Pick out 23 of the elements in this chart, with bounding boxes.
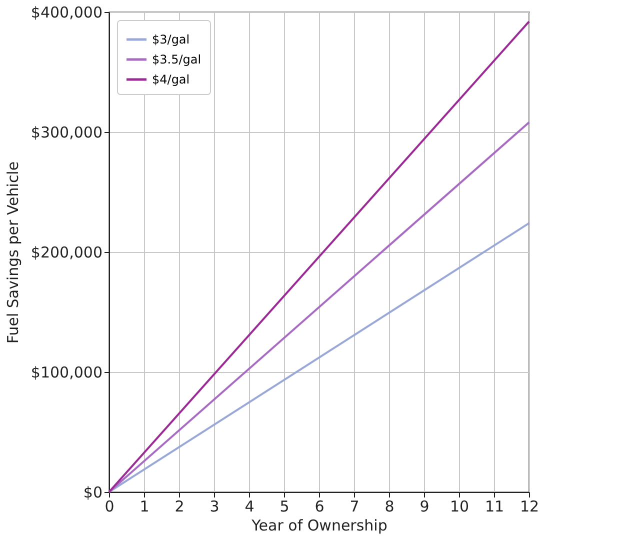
y-tick-label: $400,000 [30,4,102,22]
y-tick-label: $200,000 [30,244,102,262]
x-tick-label: 1 [140,498,150,516]
x-tick-label: 2 [174,498,184,516]
x-tick-label: 5 [280,498,290,516]
x-tick-label: 11 [484,498,504,516]
y-axis-title: Fuel Savings per Vehicle [4,161,22,344]
x-tick-label: 4 [244,498,254,516]
legend-label: $4/gal [152,72,190,86]
x-tick-label: 9 [420,498,430,516]
y-tick-label: $300,000 [30,124,102,142]
x-tick-label: 10 [450,498,470,516]
y-tick-label: $100,000 [30,364,102,382]
x-tick-label: 12 [520,498,540,516]
x-axis-title: Year of Ownership [250,516,388,534]
x-tick-label: 6 [314,498,324,516]
x-tick-label: 7 [350,498,360,516]
x-tick-label: 0 [104,498,114,516]
legend-label: $3.5/gal [152,52,202,66]
y-tick-label: $0 [83,484,102,502]
x-tick-label: 3 [210,498,220,516]
x-tick-label: 8 [384,498,394,516]
legend-label: $3/gal [152,32,190,46]
